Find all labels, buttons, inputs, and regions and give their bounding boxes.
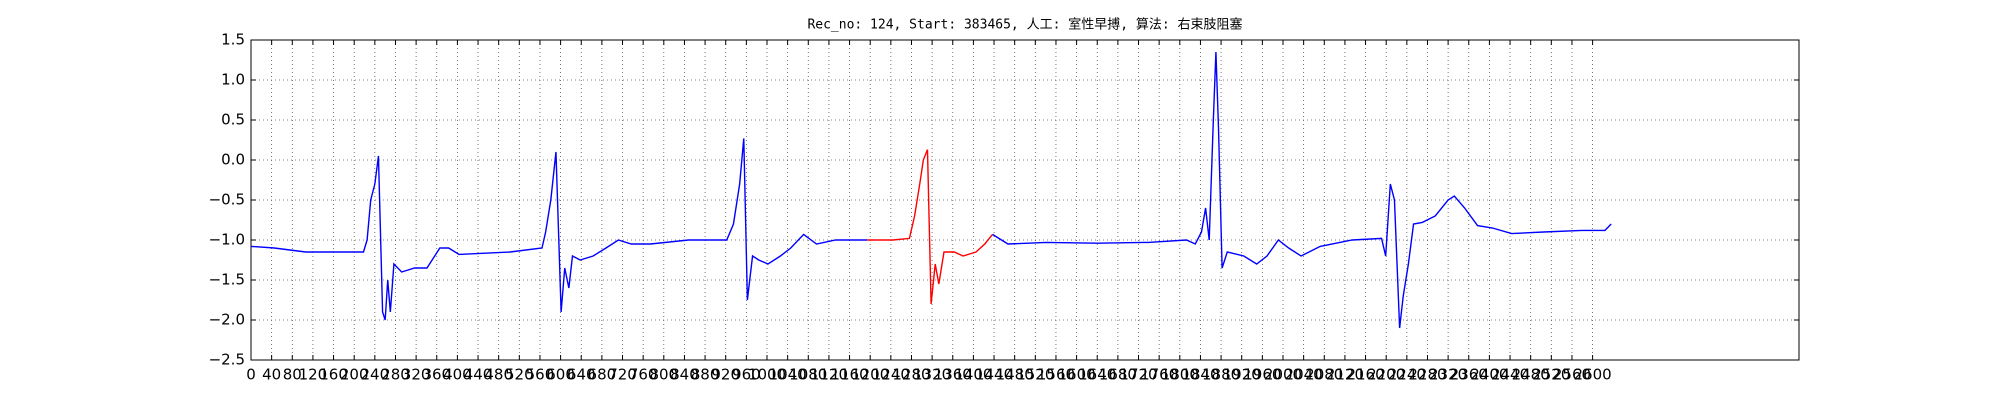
x-tick-label: 1000 bbox=[748, 366, 786, 384]
x-tick-label: 1160 bbox=[830, 366, 868, 384]
x-tick-label: 320 bbox=[402, 366, 431, 384]
x-tick-label: 1560 bbox=[1037, 366, 1075, 384]
x-tick-label: 360 bbox=[422, 366, 451, 384]
x-tick-label: 80 bbox=[283, 366, 302, 384]
x-tick-label: 1640 bbox=[1078, 366, 1116, 384]
x-tick-label: 1760 bbox=[1140, 366, 1178, 384]
x-tick-label: 1960 bbox=[1243, 366, 1281, 384]
y-tick-label: 0.5 bbox=[221, 111, 245, 129]
x-tick-label: 2320 bbox=[1429, 366, 1467, 384]
x-tick-label: 1440 bbox=[975, 366, 1013, 384]
y-tick-label: −2.5 bbox=[209, 351, 245, 369]
y-tick-label: −2.0 bbox=[209, 311, 245, 329]
x-tick-label: 2560 bbox=[1553, 366, 1591, 384]
x-tick-label: 640 bbox=[567, 366, 596, 384]
x-tick-label: 1600 bbox=[1058, 366, 1096, 384]
x-tick-label: 2120 bbox=[1326, 366, 1364, 384]
y-tick-label: 0.0 bbox=[221, 151, 245, 169]
x-tick-label: 1080 bbox=[789, 366, 827, 384]
y-tick-label: −1.0 bbox=[209, 231, 245, 249]
x-tick-label: 1400 bbox=[954, 366, 992, 384]
x-tick-label: 0 bbox=[246, 366, 256, 384]
x-tick-label: 1840 bbox=[1181, 366, 1219, 384]
x-tick-label: 520 bbox=[505, 366, 534, 384]
x-tick-label: 440 bbox=[464, 366, 493, 384]
x-tick-label: 280 bbox=[381, 366, 410, 384]
x-tick-label: 680 bbox=[588, 366, 617, 384]
x-tick-label: 600 bbox=[546, 366, 575, 384]
x-tick-label: 2240 bbox=[1388, 366, 1426, 384]
x-tick-label: 1360 bbox=[934, 366, 972, 384]
x-tick-label: 1680 bbox=[1099, 366, 1137, 384]
ecg-line bbox=[250, 138, 868, 321]
x-tick-label: 2480 bbox=[1512, 366, 1550, 384]
x-tick-label: 840 bbox=[670, 366, 699, 384]
chart-title: Rec_no: 124, Start: 383465, 人工: 室性早搏, 算法… bbox=[807, 17, 1242, 33]
x-tick-label: 2200 bbox=[1367, 366, 1405, 384]
x-tick-label: 200 bbox=[340, 366, 369, 384]
x-tick-label: 1240 bbox=[872, 366, 910, 384]
x-tick-label: 1920 bbox=[1223, 366, 1261, 384]
x-tick-label: 1320 bbox=[913, 366, 951, 384]
x-tick-label: 560 bbox=[526, 366, 555, 384]
x-tick-label: 2000 bbox=[1264, 366, 1302, 384]
x-tick-label: 2600 bbox=[1574, 366, 1612, 384]
plot-frame bbox=[250, 39, 1800, 361]
x-tick-label: 1480 bbox=[996, 366, 1034, 384]
y-tick-label: −1.5 bbox=[209, 271, 245, 289]
x-tick-label: 2280 bbox=[1408, 366, 1446, 384]
x-tick-label: 2400 bbox=[1470, 366, 1508, 384]
x-tick-label: 2160 bbox=[1346, 366, 1384, 384]
x-tick-label: 720 bbox=[608, 366, 637, 384]
x-tick-label: 480 bbox=[484, 366, 513, 384]
x-tick-label: 1040 bbox=[769, 366, 807, 384]
x-tick-label: 1880 bbox=[1202, 366, 1240, 384]
x-tick-label: 760 bbox=[629, 366, 658, 384]
x-tick-label: 800 bbox=[649, 366, 678, 384]
x-tick-label: 2440 bbox=[1491, 366, 1529, 384]
x-tick-label: 160 bbox=[319, 366, 348, 384]
x-tick-label: 2080 bbox=[1305, 366, 1343, 384]
y-tick-label: 1.5 bbox=[221, 31, 245, 49]
x-tick-label: 2040 bbox=[1285, 366, 1323, 384]
x-tick-label: 880 bbox=[691, 366, 720, 384]
x-tick-label: 1120 bbox=[810, 366, 848, 384]
x-tick-label: 2360 bbox=[1450, 366, 1488, 384]
y-tick-label: −0.5 bbox=[209, 191, 245, 209]
x-tick-label: 960 bbox=[732, 366, 761, 384]
x-tick-label: 240 bbox=[361, 366, 390, 384]
x-tick-label: 1800 bbox=[1161, 366, 1199, 384]
x-tick-label: 1520 bbox=[1016, 366, 1054, 384]
x-tick-label: 40 bbox=[262, 366, 281, 384]
x-tick-label: 1200 bbox=[851, 366, 889, 384]
x-tick-label: 2520 bbox=[1532, 366, 1570, 384]
x-tick-label: 400 bbox=[443, 366, 472, 384]
x-tick-label: 1280 bbox=[892, 366, 930, 384]
ecg-line bbox=[992, 51, 1612, 329]
y-tick-label: 1.0 bbox=[221, 71, 245, 89]
x-tick-label: 1720 bbox=[1119, 366, 1157, 384]
ecg-line bbox=[867, 149, 994, 305]
x-tick-label: 920 bbox=[711, 366, 740, 384]
x-tick-label: 120 bbox=[299, 366, 328, 384]
